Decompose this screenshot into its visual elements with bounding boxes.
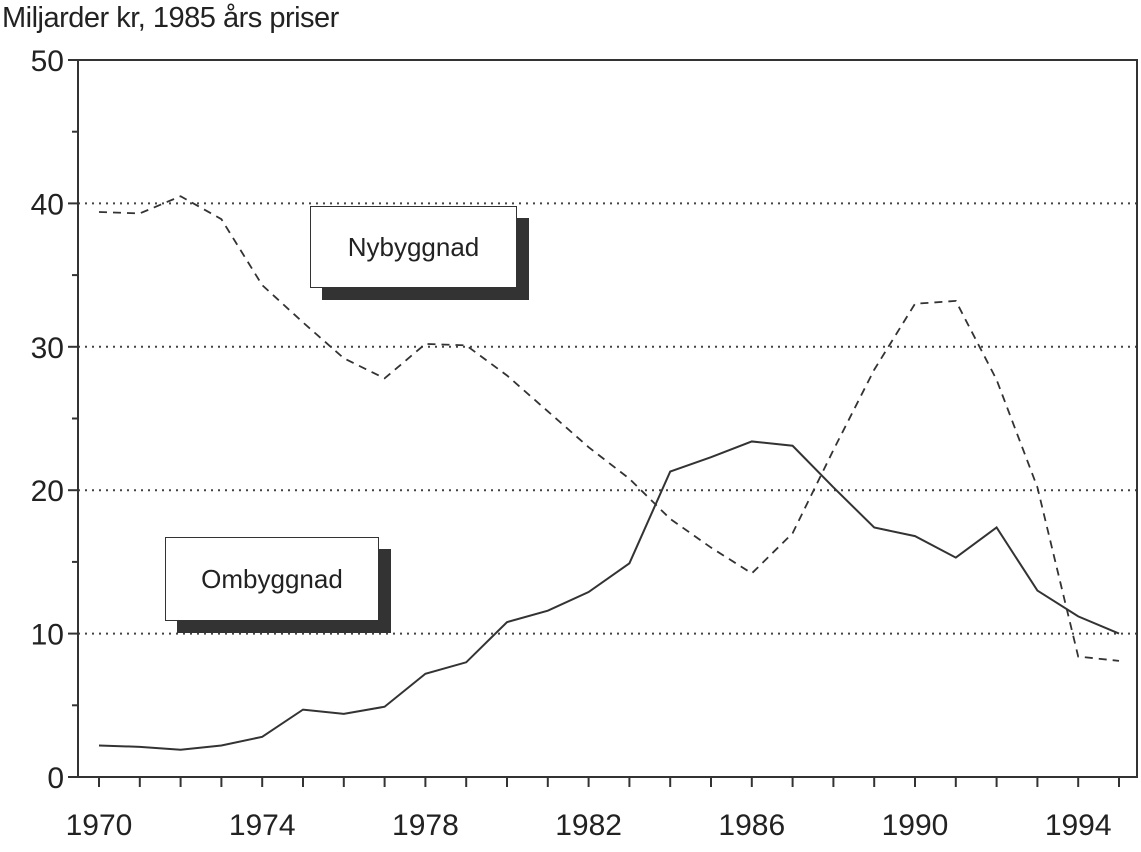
y-tick-label: 0: [47, 762, 64, 795]
label-nybyggnad: Nybyggnad: [310, 206, 517, 288]
x-tick-label: 1982: [555, 809, 622, 842]
x-tick-label: 1986: [718, 809, 785, 842]
x-tick-label: 1990: [882, 809, 949, 842]
series-nybyggnad: [98, 195, 1120, 662]
series-ombyggnad: [98, 440, 1120, 751]
y-axis-title: Miljarder kr, 1985 års priser: [2, 2, 339, 34]
y-tick-label: 20: [31, 475, 64, 508]
y-tick-label: 40: [31, 188, 64, 221]
x-tick-label: 1978: [392, 809, 459, 842]
x-tick-label: 1974: [229, 809, 296, 842]
y-tick-label: 50: [31, 45, 64, 78]
plot-frame: [77, 59, 1138, 778]
label-ombyggnad: Ombyggnad: [165, 537, 379, 621]
x-tick-label: 1994: [1045, 809, 1112, 842]
y-tick-label: 30: [31, 332, 64, 365]
y-tick-label: 10: [31, 619, 64, 652]
x-tick-label: 1970: [66, 809, 133, 842]
